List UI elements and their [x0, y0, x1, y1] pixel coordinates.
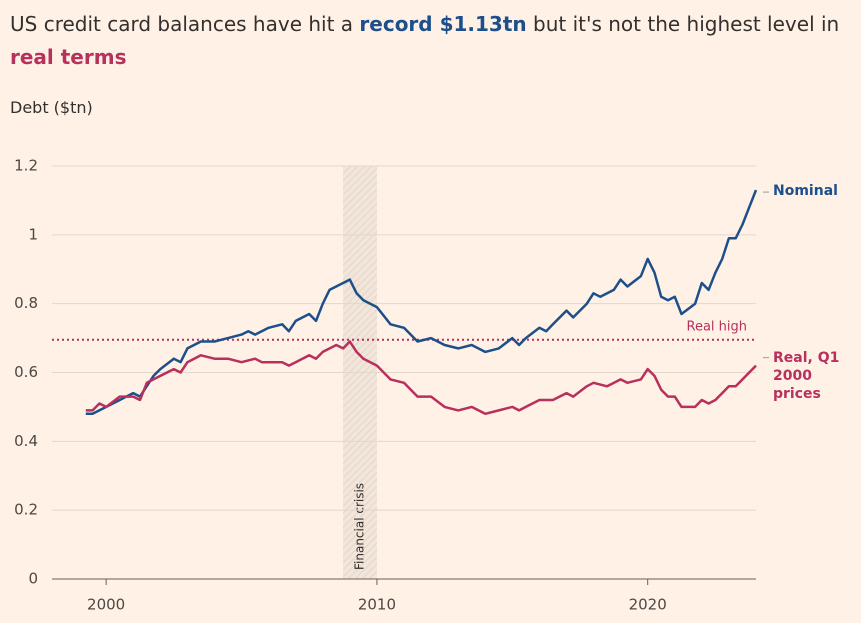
line-series: [85, 189, 758, 416]
line-series: [85, 340, 757, 416]
x-tick-label: 2020: [629, 596, 667, 614]
title-part: record $1.13tn: [359, 12, 527, 36]
title-part: but it's not the highest level in: [526, 12, 840, 36]
shaded-region-label: Financial crisis: [353, 483, 367, 570]
y-axis-label: Debt ($tn): [10, 98, 93, 117]
title-part: US credit card balances have hit a: [10, 12, 360, 36]
y-tick-label: 0.2: [14, 501, 38, 519]
chart-title: US credit card balances have hit a recor…: [10, 8, 855, 74]
y-tick-label: 0: [28, 570, 38, 588]
reference-line-label: Real high: [687, 319, 748, 334]
y-tick-label: 0.4: [14, 432, 38, 450]
series-label: Nominal: [773, 183, 838, 200]
title-part: real terms: [10, 45, 127, 69]
series-label: Real, Q1 2000 prices: [773, 349, 840, 402]
y-tick-label: 1.2: [14, 157, 38, 175]
y-tick-label: 0.8: [14, 294, 38, 312]
y-tick-label: 1: [28, 225, 38, 243]
x-tick-label: 2000: [87, 596, 125, 614]
y-tick-label: 0.6: [14, 363, 38, 381]
x-tick-label: 2010: [358, 596, 396, 614]
